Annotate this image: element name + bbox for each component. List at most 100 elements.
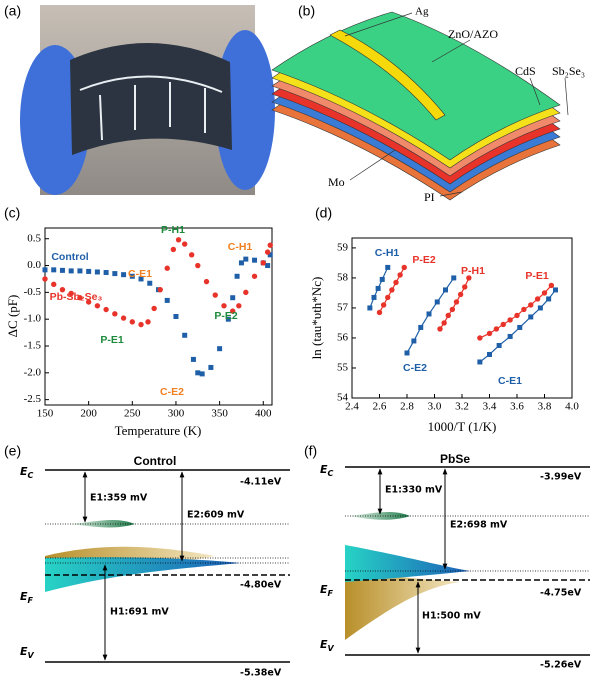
point: [453, 299, 460, 305]
point: [507, 317, 513, 323]
point: [426, 311, 432, 317]
energy-label: -5.26eV: [540, 660, 582, 671]
y-tick-label: 54: [337, 392, 349, 404]
point: [411, 338, 417, 344]
energy-label: -4.75eV: [540, 588, 582, 599]
diagram-label: Mo: [328, 175, 345, 189]
series-label: P-H1: [461, 265, 485, 277]
point: [375, 285, 381, 291]
point: [385, 294, 391, 301]
fit-line: [479, 285, 552, 339]
transition-label: E1:330 mV: [385, 485, 443, 496]
point: [477, 359, 483, 365]
point: [190, 356, 196, 362]
transition-label: H1:691 mV: [110, 607, 169, 618]
annotation: C-H1: [228, 241, 253, 253]
point: [534, 296, 541, 302]
point: [507, 333, 513, 339]
y-tick-label: -2.5: [24, 393, 42, 405]
band-title: Control: [134, 454, 177, 468]
transition-label: E1:359 mV: [90, 493, 148, 504]
point: [445, 312, 451, 319]
energy-label: -3.99eV: [540, 472, 582, 483]
x-tick-label: 4.0: [565, 401, 579, 413]
y-tick-label: -1.5: [24, 340, 42, 352]
point: [68, 268, 74, 274]
annotation: C-E2: [160, 386, 184, 398]
point: [86, 268, 92, 274]
point: [528, 314, 534, 320]
device-stack: [271, 11, 561, 201]
point: [42, 276, 48, 282]
level-label: EF: [320, 583, 334, 598]
x-tick-label: 250: [124, 408, 141, 420]
annotation: P-E1: [100, 334, 124, 346]
point: [514, 312, 520, 319]
point: [94, 269, 100, 275]
point: [449, 306, 456, 313]
point: [129, 319, 136, 325]
point: [147, 280, 153, 286]
point: [380, 302, 387, 308]
annotation: P-H1: [161, 224, 185, 236]
y-tick-label: 57: [337, 301, 349, 313]
point: [85, 299, 92, 305]
series-label: P-E1: [525, 270, 549, 282]
level-sub: F: [328, 589, 334, 598]
diagram-label: CdS: [515, 64, 536, 78]
point: [145, 319, 151, 325]
y-axis-label: ln (tau*υth*Nc): [309, 277, 324, 360]
y-tick-label: 0.0: [27, 259, 41, 271]
point: [181, 241, 188, 247]
point: [120, 315, 127, 321]
point: [188, 252, 195, 258]
band-diagram: [345, 466, 590, 656]
level-main: E: [320, 638, 328, 651]
level-main: E: [20, 465, 28, 478]
point: [243, 256, 249, 262]
level-main: E: [320, 583, 328, 596]
y-tick-label: 58: [337, 271, 349, 283]
diagram-label: ZnO/AZO: [448, 27, 498, 41]
point: [212, 292, 218, 298]
x-tick-label: 3.0: [428, 401, 442, 413]
annotation: Pb-Sb₂Se₃: [50, 291, 103, 303]
point: [59, 286, 66, 293]
point: [496, 342, 502, 348]
point: [500, 321, 506, 328]
point: [230, 308, 236, 314]
point: [548, 282, 555, 289]
series-label: C-H1: [375, 247, 400, 259]
point: [487, 351, 492, 357]
x-tick-label: 2.8: [400, 401, 414, 413]
point: [243, 289, 249, 296]
x-tick-label: 2.6: [373, 401, 387, 413]
x-axis-label: 1000/T (1/K): [428, 419, 497, 434]
y-tick-label: -2.0: [24, 366, 42, 378]
x-tick-label: 200: [80, 408, 97, 420]
panel-label: (b): [298, 3, 315, 19]
y-tick-label: 0.5: [27, 232, 41, 244]
level-sub: F: [28, 596, 34, 605]
point: [267, 252, 273, 258]
point: [238, 260, 244, 266]
point: [371, 294, 377, 300]
point: [175, 237, 182, 243]
panel-label: (f): [304, 443, 317, 459]
annotation: C-E1: [128, 268, 152, 280]
point: [265, 263, 271, 269]
point: [437, 326, 443, 332]
level-label: EC: [320, 463, 334, 478]
point: [493, 326, 500, 332]
panel-label: (a): [4, 3, 21, 19]
energy-label: -5.38eV: [240, 668, 282, 679]
point: [112, 271, 118, 277]
point: [541, 290, 548, 296]
level-sub: V: [28, 651, 35, 660]
point: [379, 276, 385, 282]
point: [112, 311, 118, 317]
x-tick-label: 350: [211, 408, 228, 420]
series-label: C-E2: [403, 362, 427, 374]
